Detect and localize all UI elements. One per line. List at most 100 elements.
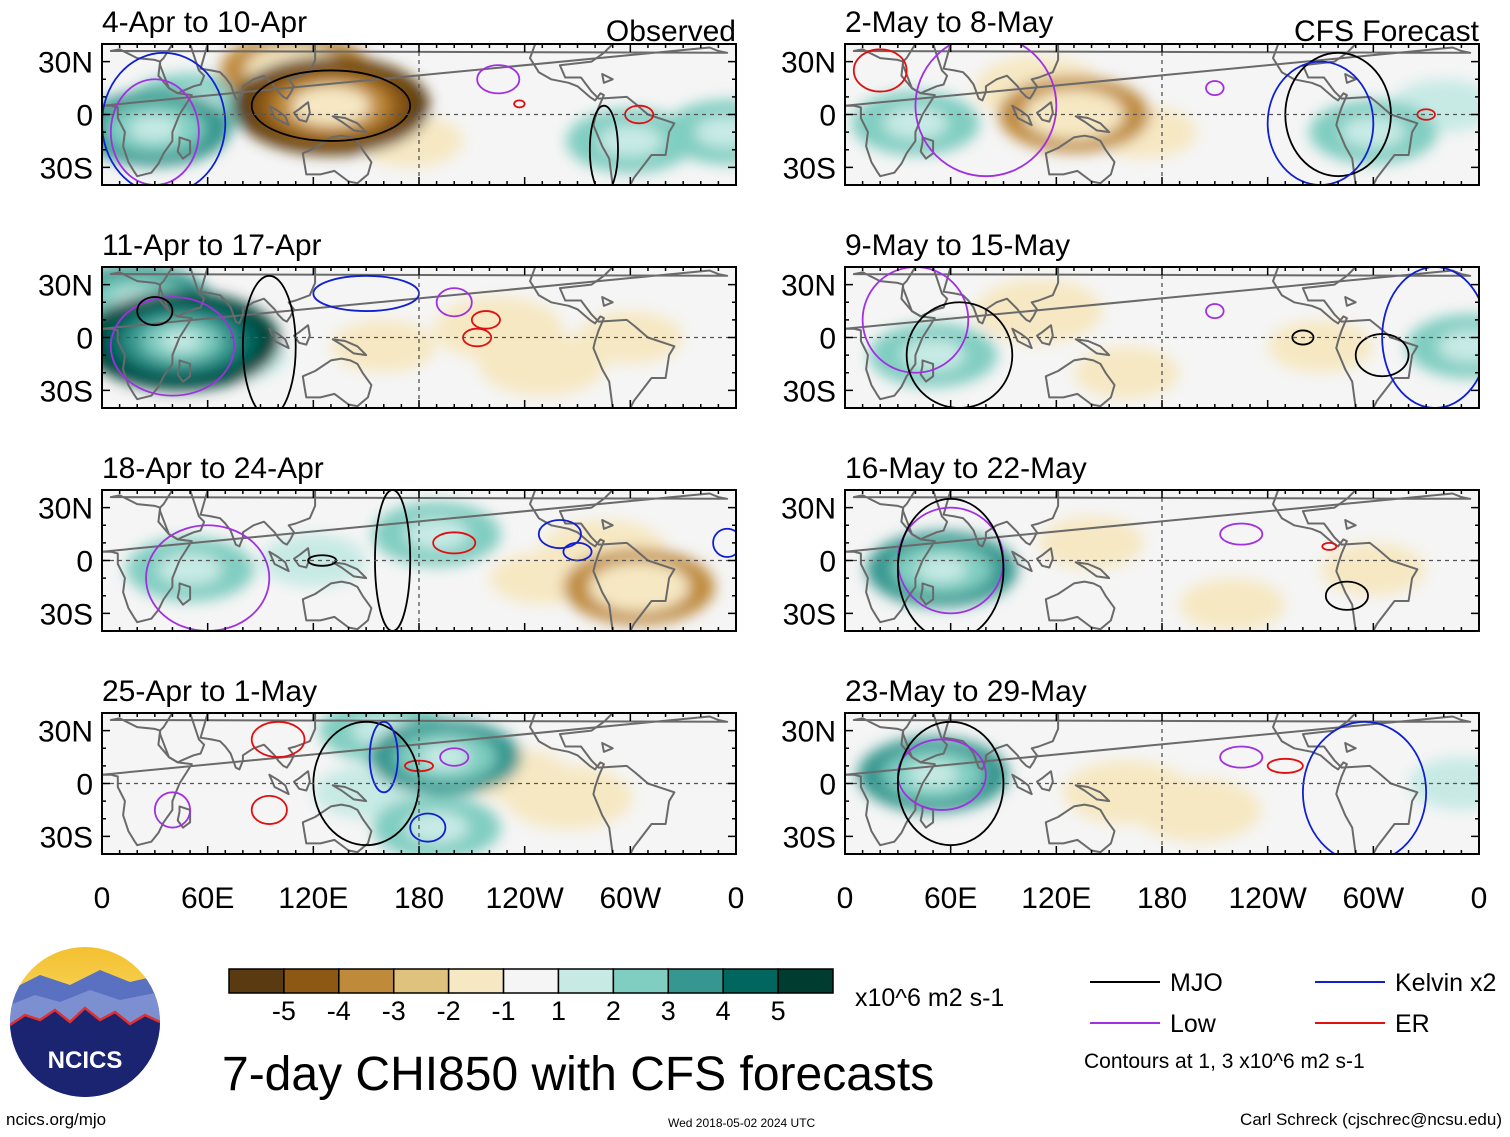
map-panel: 30N 0 30S 9-May to 15-May (781, 229, 1480, 409)
coastline (293, 324, 311, 346)
coastline (942, 44, 1060, 102)
colorbar-swatch (667, 968, 724, 994)
colorbar-swatch (447, 968, 505, 994)
coastline (902, 490, 949, 541)
anomaly-blob (695, 116, 736, 149)
anomaly-blob (1438, 330, 1479, 363)
colorbar-label: 5 (771, 996, 786, 1026)
lat-tick-label: 0 (819, 769, 836, 802)
colorbar-swatch (502, 968, 560, 994)
anomaly-blob (536, 781, 601, 814)
coastline (159, 713, 206, 764)
anomaly-field (102, 44, 736, 174)
lon-tick-label: 120W (1228, 882, 1307, 915)
coastline (1011, 327, 1033, 350)
lon-tick-label: 0 (1471, 882, 1488, 915)
footer-author: Carl Schreck (cjschrec@ncsu.edu) (1240, 1110, 1502, 1129)
anomaly-field (857, 736, 1479, 843)
coastline (268, 327, 290, 350)
coastline (159, 490, 206, 541)
coastline (1344, 519, 1357, 530)
coastline (199, 267, 317, 325)
contour-line (102, 51, 227, 185)
contour-line (1219, 745, 1264, 769)
coastline (102, 715, 729, 847)
coastline (845, 269, 1472, 401)
lon-tick-label: 60E (924, 882, 977, 915)
lat-tick-label: 30N (781, 270, 836, 303)
contour-line (250, 720, 306, 758)
legend-label: Low (1170, 1010, 1217, 1038)
lon-tick-label: 60W (1342, 882, 1404, 915)
panel-title: 11-Apr to 17-Apr (102, 229, 322, 262)
lat-tick-label: 30S (783, 821, 836, 854)
anomaly-blob (158, 553, 223, 586)
anomaly-blob (1165, 793, 1230, 826)
coastline (845, 715, 1472, 847)
coastline (199, 713, 317, 771)
colorbar: -5 -4 -3 -2 -1 1 2 3 4 5 (228, 968, 834, 1026)
coastlines (102, 44, 729, 185)
footer-url[interactable]: ncics.org/mjo (6, 1110, 107, 1129)
coastline (1272, 267, 1419, 408)
contour-line (439, 747, 470, 767)
lat-tick-label: 0 (76, 100, 93, 133)
contour-line (914, 44, 1058, 178)
coastlines (102, 267, 729, 408)
map-panel: 30N 0 30S 16-May to 22-May (781, 452, 1480, 632)
contour-line (409, 812, 447, 843)
anomaly-blob (331, 319, 437, 373)
coastline (268, 773, 290, 796)
lat-tick-label: 30S (40, 821, 93, 854)
coastline (942, 713, 1060, 771)
anomaly-field (125, 501, 715, 625)
lon-tick-label: 60W (599, 882, 661, 915)
lat-tick-label: 0 (76, 323, 93, 356)
coastline (845, 46, 1472, 178)
lon-tick-label: 120E (1021, 882, 1091, 915)
coastline (1044, 803, 1116, 854)
lat-tick-label: 30S (783, 152, 836, 185)
coastline (1344, 742, 1357, 753)
legend-label: ER (1395, 1010, 1430, 1038)
coastline (159, 267, 206, 318)
panel-title: 9-May to 15-May (845, 229, 1070, 262)
contour-line (712, 527, 736, 558)
lat-tick-label: 0 (819, 100, 836, 133)
lat-tick-label: 30N (781, 493, 836, 526)
colorbar-label: -2 (437, 996, 461, 1026)
lon-tick-label: 0 (728, 882, 745, 915)
coastline (942, 267, 1060, 325)
logo-text: NCICS (48, 1047, 123, 1074)
coastline (902, 267, 949, 318)
coastline (1344, 73, 1357, 84)
lat-tick-label: 30S (783, 598, 836, 631)
ncics-logo: NCICS (10, 947, 160, 1097)
contour-line (476, 64, 521, 95)
colorbar-label: -1 (492, 996, 516, 1026)
coastline (1044, 357, 1116, 408)
coastline (1036, 324, 1054, 346)
lat-tick-label: 30S (783, 375, 836, 408)
contour-line (1324, 580, 1369, 611)
coastline (919, 136, 935, 160)
contour-line (861, 267, 970, 374)
colorbar-swatch (777, 968, 834, 994)
lat-tick-label: 30N (38, 47, 93, 80)
contour-line (896, 497, 1005, 631)
anomaly-blob (404, 811, 469, 844)
contour-line (1291, 329, 1315, 346)
coastline (1036, 101, 1054, 123)
coastline (102, 46, 729, 178)
anomaly-blob (613, 574, 665, 600)
coastline (331, 338, 368, 357)
coastline (1074, 338, 1111, 357)
anomaly-blob (129, 115, 181, 142)
coastline (902, 44, 949, 95)
anomaly-blob (1179, 578, 1286, 631)
colorbar-units: x10^6 m2 s-1 (855, 984, 1004, 1012)
contour-line (145, 524, 271, 631)
panel-title: 18-Apr to 24-Apr (102, 452, 324, 485)
